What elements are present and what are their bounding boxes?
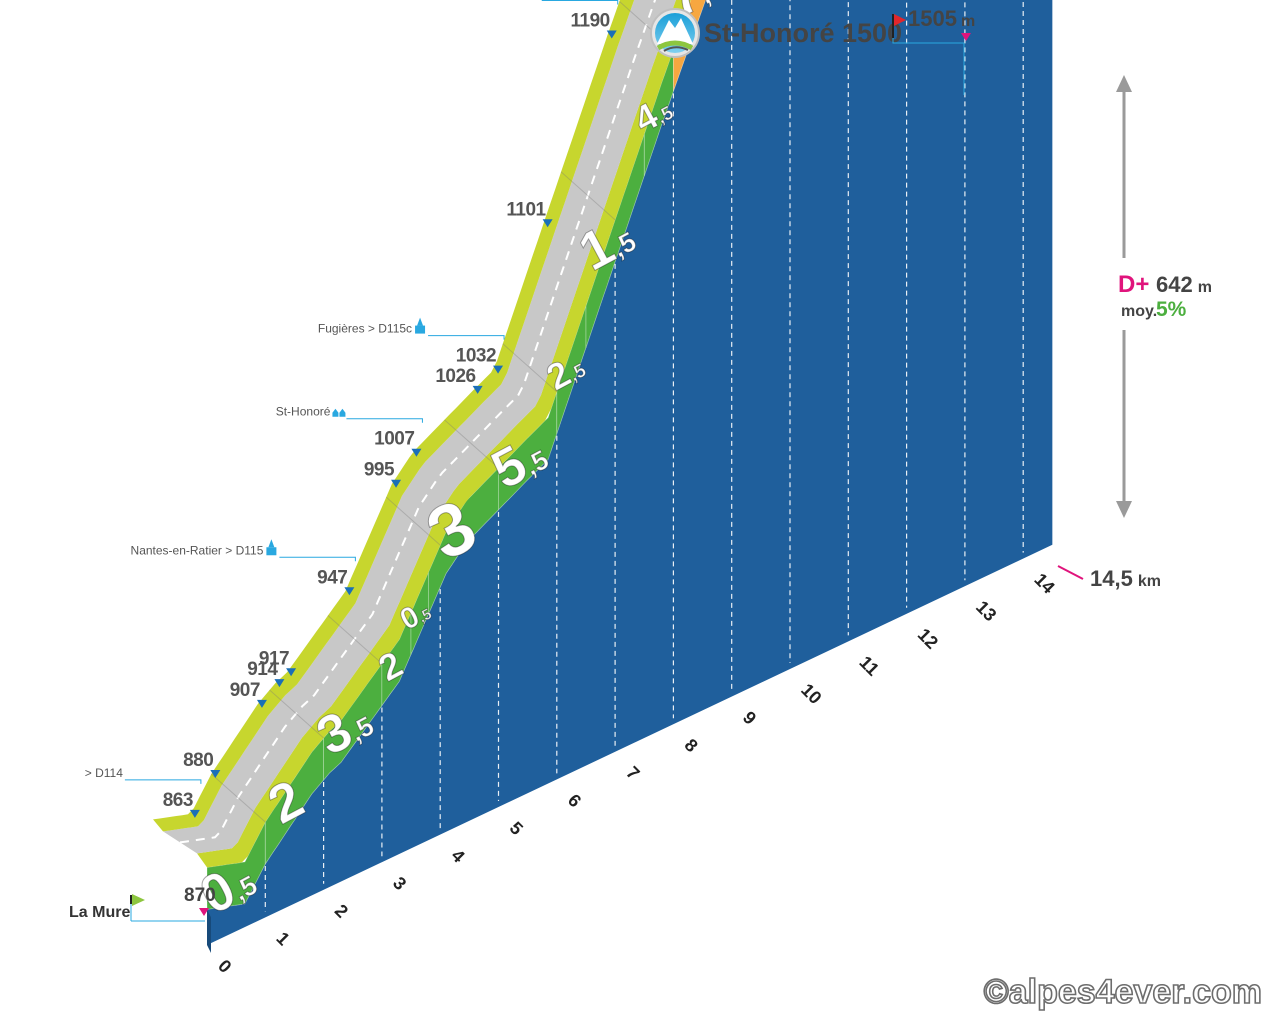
altitude-label: 1190 <box>571 11 610 32</box>
profile-wall <box>207 0 1053 953</box>
altitude-marker <box>274 679 285 688</box>
altitude-marker <box>472 385 483 394</box>
avg-label: moy. <box>1121 303 1157 320</box>
poi-leader-line <box>279 556 356 562</box>
altitude-label: 1101 <box>506 199 546 220</box>
elevation-arrow <box>1116 75 1132 518</box>
km-tick-label: 8 <box>681 735 702 756</box>
altitude-marker <box>256 699 267 708</box>
start-alt-marker <box>199 908 209 916</box>
altitude-marker <box>391 479 402 488</box>
altitude-label: 947 <box>317 567 347 588</box>
distance-leader-line <box>1057 565 1084 580</box>
km-tick-label: 12 <box>914 624 942 652</box>
km-tick-label: 9 <box>739 707 760 728</box>
poi-label: St-Honoré <box>276 405 331 419</box>
poi-label: Nantes-en-Ratier > D115 <box>131 543 264 557</box>
altitude-marker <box>210 770 221 778</box>
km-tick-label: 13 <box>972 597 1000 625</box>
altitude-label: 880 <box>183 750 213 771</box>
poi-label: Combalberte <box>457 0 526 1</box>
summit-leader-line <box>892 38 965 95</box>
poi-leader-line <box>124 779 202 784</box>
altitude-marker <box>606 30 617 39</box>
start-name: La Mure <box>69 904 130 921</box>
altitude-marker <box>493 365 504 374</box>
summit-altitude: 1505 m <box>908 6 975 31</box>
altitude-marker <box>189 809 200 818</box>
road-km-line <box>269 689 324 739</box>
altitude-marker <box>286 668 297 677</box>
houses-icon <box>332 408 346 417</box>
km-tick-label: 10 <box>797 680 825 708</box>
poi-leader-line <box>541 0 619 5</box>
road-km-line <box>560 171 616 221</box>
poi-leader-line <box>428 335 505 340</box>
altitude-label: 995 <box>364 460 395 481</box>
avg-value: 5% <box>1156 298 1187 321</box>
poi-label: > D114 <box>85 766 123 780</box>
km-dash-lines <box>264 0 1024 912</box>
start-altitude: 870 <box>184 885 216 906</box>
road-km-line <box>444 419 499 469</box>
altitude-marker <box>344 587 355 596</box>
altitude-label: 1007 <box>374 429 414 450</box>
profile-wall-face <box>207 0 1053 945</box>
road-km-line <box>210 773 266 823</box>
distance-value: 14,5 km <box>1090 566 1161 591</box>
church-icon <box>415 317 426 334</box>
start-marker: La Mure 870 <box>69 885 216 922</box>
start-flag-icon <box>130 894 145 906</box>
km-tick-label: 11 <box>855 652 883 680</box>
altitude-label: 863 <box>163 790 193 811</box>
road-surface <box>153 0 691 868</box>
poi-markers: > D114 Nantes-en-Ratier > D115 St-Honoré Fu… <box>85 0 619 784</box>
summit-header: St-Honoré 1500 1505 m <box>650 6 975 95</box>
km-tick-label: 2 <box>331 900 352 921</box>
altitude-label: 1032 <box>456 346 496 367</box>
gain-label: D+ <box>1118 271 1149 298</box>
road-centre-line <box>179 0 657 844</box>
km-tick-label: 6 <box>564 790 585 811</box>
km-tick-label: 14 <box>1030 569 1058 597</box>
gain-value: 642 m <box>1156 272 1212 297</box>
summit-marker <box>961 33 971 41</box>
altitude-marker <box>411 448 422 457</box>
km-tick-label: 7 <box>622 762 643 783</box>
km-tick-label: 4 <box>447 845 468 866</box>
km-tick-label: 0 <box>214 956 235 977</box>
altitude-label: 914 <box>247 659 278 680</box>
profile-start-cap <box>207 909 211 953</box>
km-tick-label: 1 <box>272 928 293 949</box>
km-tick-label: 3 <box>389 873 410 894</box>
summit-flag-icon <box>892 14 906 38</box>
altitude-marker <box>542 219 553 228</box>
summit-name: St-Honoré 1500 <box>704 18 902 48</box>
church-icon <box>266 539 277 556</box>
altitude-label: 1026 <box>435 366 475 387</box>
altitude-label: 907 <box>230 680 260 701</box>
road-km-line <box>327 615 383 664</box>
altitude-label: 917 <box>259 648 289 669</box>
watermark: ©alpes4ever.com <box>984 973 1262 1011</box>
poi-leader-line <box>346 418 423 423</box>
road-km-line <box>385 496 441 546</box>
poi-label: Fugières > D115c <box>318 322 412 336</box>
road-km-line <box>502 343 558 393</box>
km-tick-label: 5 <box>506 818 527 839</box>
mountain-road-icon <box>650 8 700 58</box>
